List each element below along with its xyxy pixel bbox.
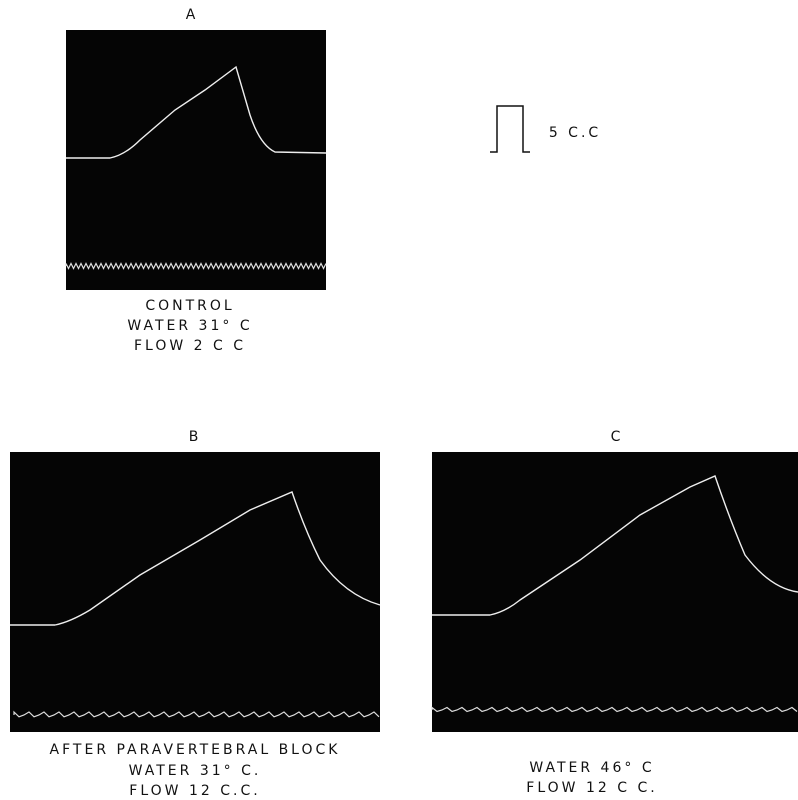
caption: AFTER PARAVERTEBRAL BLOCK [50,742,341,758]
oscilloscope-screen [66,30,326,290]
panel-label: A [186,7,199,23]
oscilloscope-screen [10,452,380,732]
caption: WATER 46° C [529,760,654,776]
caption: FLOW 12 C.C. [129,783,260,799]
scale-label: 5 C.C [549,125,601,141]
time-marker [65,262,327,270]
scale-pulse [490,105,530,153]
response-trace [10,491,381,626]
oscilloscope-screen [432,452,798,732]
time-marker [431,706,798,713]
caption: WATER 31° C [127,318,252,334]
panel-label: B [189,429,202,445]
response-trace [432,475,798,616]
caption: WATER 31° C. [129,763,262,779]
caption: CONTROL [145,298,234,314]
time-marker [13,710,380,718]
response-trace [66,65,327,159]
panel-label: C [611,429,624,445]
caption: FLOW 12 C C. [526,780,657,796]
caption: FLOW 2 C C [134,338,246,354]
